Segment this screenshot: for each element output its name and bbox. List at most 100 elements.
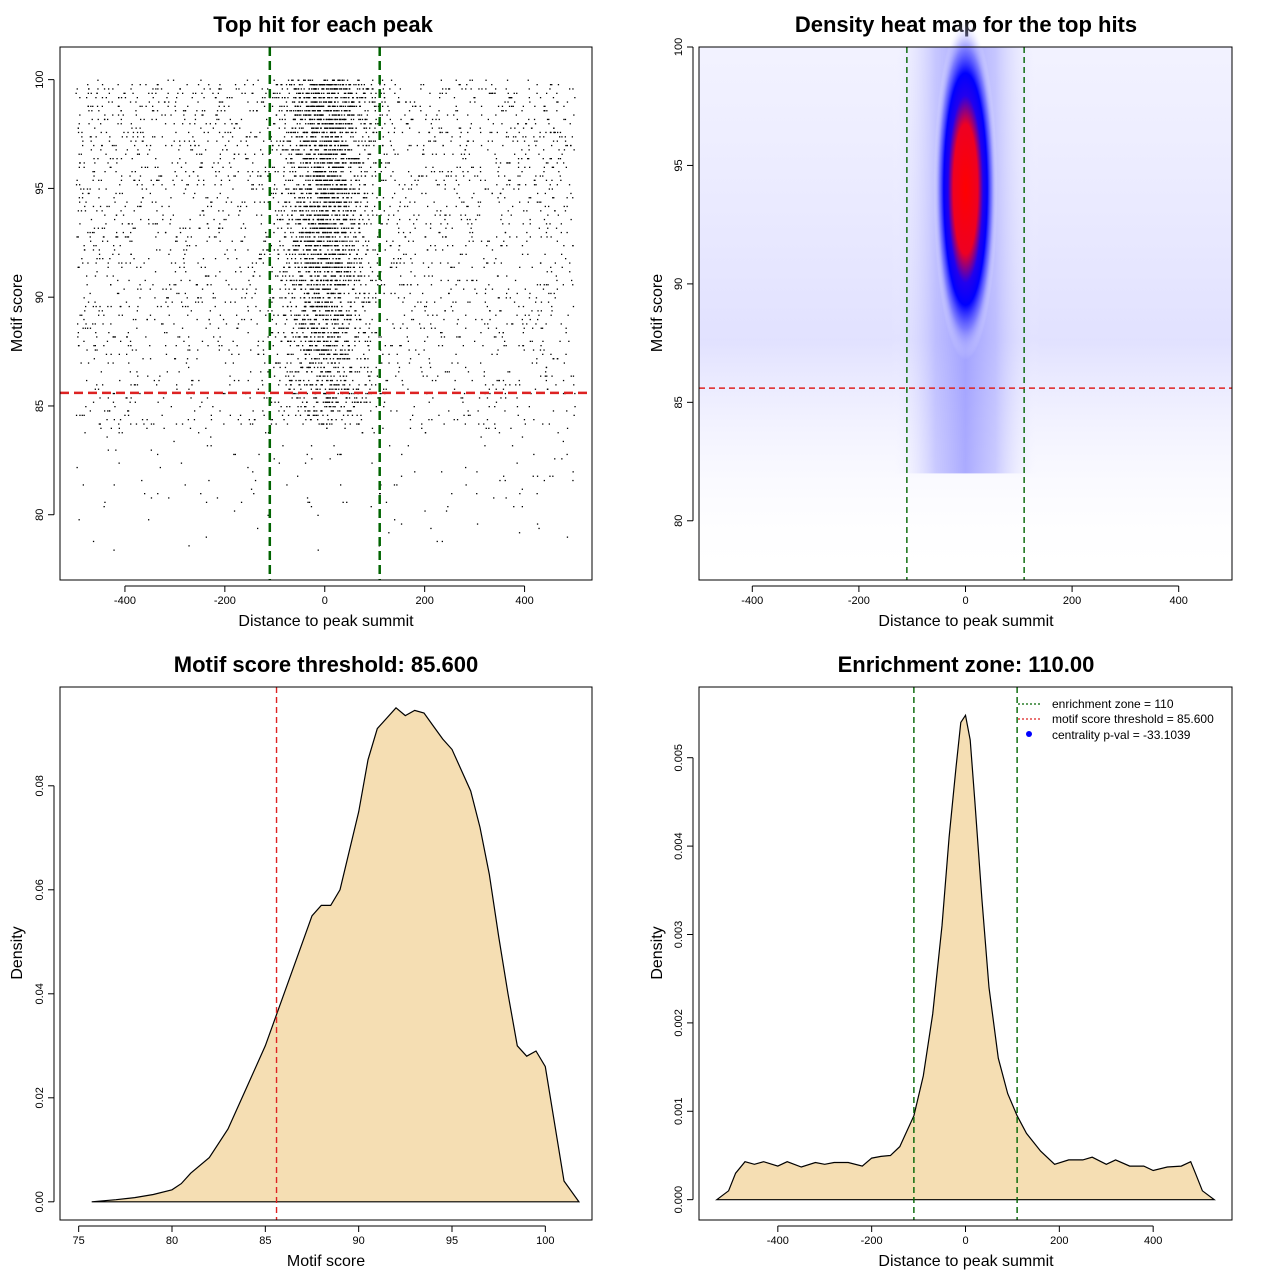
scatter-point	[198, 144, 200, 147]
scatter-point	[547, 284, 549, 286]
scatter-point	[201, 401, 203, 403]
scatter-point	[304, 288, 307, 290]
scatter-point	[271, 105, 274, 107]
scatter-point	[399, 88, 401, 90]
scatter-point	[394, 92, 396, 94]
scatter-point	[295, 110, 297, 112]
scatter-point	[479, 166, 482, 168]
scatter-point	[334, 179, 336, 181]
scatter-point	[81, 136, 83, 138]
scatter-point	[461, 201, 463, 203]
scatter-point	[351, 371, 353, 373]
scatter-point	[388, 532, 390, 534]
scatter-point	[75, 92, 77, 94]
scatter-point	[335, 397, 338, 399]
scatter-point	[282, 140, 284, 142]
scatter-point	[431, 419, 433, 421]
scatter-point	[547, 301, 550, 303]
scatter-point	[98, 253, 101, 255]
scatter-point	[550, 353, 552, 355]
scatter-point	[308, 240, 310, 242]
scatter-point	[466, 218, 468, 221]
scatter-point	[320, 258, 322, 260]
scatter-point	[262, 101, 264, 103]
scatter-point	[112, 336, 114, 338]
scatter-point	[197, 297, 199, 299]
scatter-point	[329, 245, 331, 247]
scatter-point	[92, 179, 94, 181]
scatter-point	[484, 384, 487, 386]
scatter-point	[308, 140, 310, 142]
scatter-point	[259, 310, 261, 312]
scatter-point	[282, 305, 284, 308]
scatter-point	[469, 301, 471, 303]
scatter-point	[409, 218, 411, 221]
scatter-point	[92, 540, 95, 543]
scatter-point	[291, 101, 294, 103]
scatter-point	[446, 371, 448, 373]
scatter-point	[550, 158, 552, 160]
scatter-point	[235, 271, 237, 273]
scatter-point	[233, 175, 235, 177]
scatter-point	[165, 231, 167, 234]
scatter-point	[87, 262, 89, 264]
scatter-point	[293, 84, 295, 86]
scatter-point	[512, 323, 514, 325]
scatter-point	[325, 314, 327, 316]
scatter-point	[90, 149, 92, 151]
scatter-point	[451, 227, 453, 229]
scatter-point	[267, 249, 269, 251]
scatter-point	[350, 279, 352, 282]
scatter-point	[318, 340, 320, 342]
scatter-point	[566, 205, 568, 208]
scatter-point	[436, 314, 438, 316]
scatter-point	[290, 379, 292, 382]
scatter-point	[247, 310, 249, 312]
scatter-point	[136, 327, 138, 329]
scatter-point	[339, 353, 341, 355]
scatter-point	[96, 349, 98, 351]
scatter-point	[227, 131, 229, 134]
scatter-point	[324, 271, 326, 273]
scatter-point	[112, 253, 114, 255]
scatter-point	[375, 366, 377, 369]
scatter-point	[370, 506, 372, 508]
scatter-point	[551, 188, 553, 190]
scatter-point	[118, 462, 120, 464]
scatter-point	[327, 97, 329, 99]
scatter-point	[364, 310, 366, 312]
scatter-point	[317, 149, 319, 151]
scatter-point	[222, 318, 225, 321]
scatter-point	[491, 131, 493, 134]
scatter-point	[254, 292, 256, 295]
scatter-point	[476, 214, 479, 216]
scatter-point	[173, 140, 175, 142]
scatter-point	[313, 118, 316, 121]
scatter-point	[118, 97, 120, 99]
scatter-point	[305, 144, 308, 147]
scatter-point	[332, 118, 334, 121]
scatter-point	[207, 131, 209, 134]
scatter-point	[511, 105, 513, 107]
scatter-point	[107, 262, 109, 264]
scatter-point	[570, 218, 572, 221]
panel-scatter: Top hit for each peak -400 -200 0 200 400 80…	[9, 12, 593, 630]
scatter-point	[344, 349, 346, 351]
scatter-point	[78, 153, 80, 155]
scatter-point	[385, 379, 387, 382]
scatter-point	[317, 218, 320, 221]
scatter-point	[564, 136, 566, 138]
scatter-point	[349, 162, 352, 164]
scatter-point	[282, 271, 284, 273]
scatter-point	[547, 214, 549, 216]
scatter-point	[314, 414, 316, 416]
scatter-point	[526, 240, 528, 242]
scatter-point	[270, 423, 273, 425]
scatter-point	[564, 118, 567, 121]
scatter-point	[438, 127, 440, 129]
scatter-point	[161, 323, 163, 325]
scatter-point	[142, 131, 144, 134]
scatter-point	[478, 88, 480, 90]
scatter-point	[566, 101, 569, 103]
scatter-point	[219, 192, 221, 195]
